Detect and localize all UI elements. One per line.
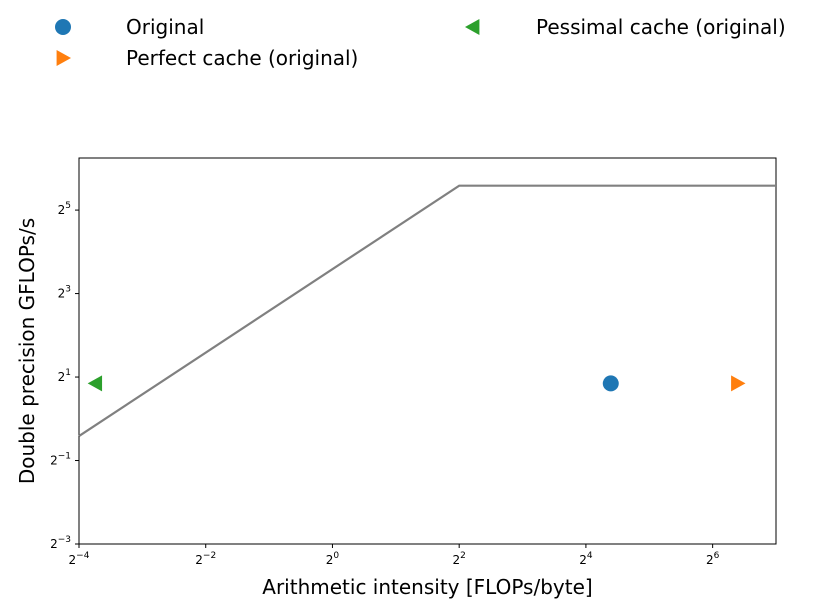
y-tick-label: 21	[58, 368, 71, 384]
x-axis-ticks: 2−4 2−2 20 22 24 26	[69, 544, 720, 567]
x-tick-label: 26	[706, 551, 720, 567]
legend-label-2: Pessimal cache (original)	[536, 15, 786, 39]
x-tick-label: 20	[326, 551, 340, 567]
legend: Original Perfect cache (original) Pessimal…	[55, 15, 786, 70]
y-axis-label: Double precision GFLOPs/s	[15, 218, 39, 484]
data-marks	[78, 184, 776, 438]
legend-label-0: Original	[126, 15, 204, 39]
x-tick-label: 24	[579, 551, 593, 567]
x-tick-label: 2−4	[69, 551, 90, 567]
y-axis-ticks: 2−3 2−1 21 23 25	[50, 201, 79, 551]
x-axis-label: Arithmetic intensity [FLOPs/byte]	[262, 575, 592, 599]
plot-frame	[78, 157, 777, 545]
series-2-point	[87, 375, 103, 392]
legend-marker-2	[465, 19, 480, 35]
roofline-line	[78, 184, 776, 438]
legend-marker-0	[55, 19, 71, 35]
y-tick-label: 2−1	[50, 452, 71, 468]
plot-area	[78, 157, 777, 545]
y-tick-label: 2−3	[50, 535, 71, 551]
x-tick-label: 2−2	[195, 551, 216, 567]
y-tick-label: 23	[58, 285, 71, 301]
series-1-point	[731, 375, 746, 392]
x-tick-label: 22	[452, 551, 465, 567]
legend-label-1: Perfect cache (original)	[126, 46, 358, 70]
series-0-point	[602, 375, 619, 392]
y-tick-label: 25	[58, 201, 71, 217]
legend-marker-1	[56, 50, 71, 66]
